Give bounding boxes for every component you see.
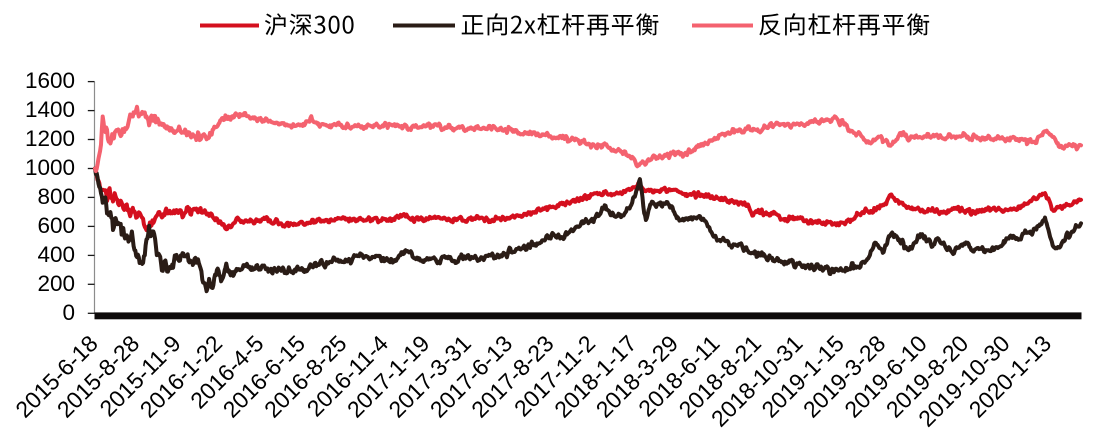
svg-text:400: 400 xyxy=(37,242,75,267)
svg-text:0: 0 xyxy=(62,300,75,325)
svg-text:1000: 1000 xyxy=(25,155,75,180)
svg-text:1600: 1600 xyxy=(25,68,75,93)
svg-text:600: 600 xyxy=(37,213,75,238)
svg-text:200: 200 xyxy=(37,271,75,296)
svg-text:1400: 1400 xyxy=(25,97,75,122)
svg-text:1200: 1200 xyxy=(25,126,75,151)
svg-text:800: 800 xyxy=(37,184,75,209)
